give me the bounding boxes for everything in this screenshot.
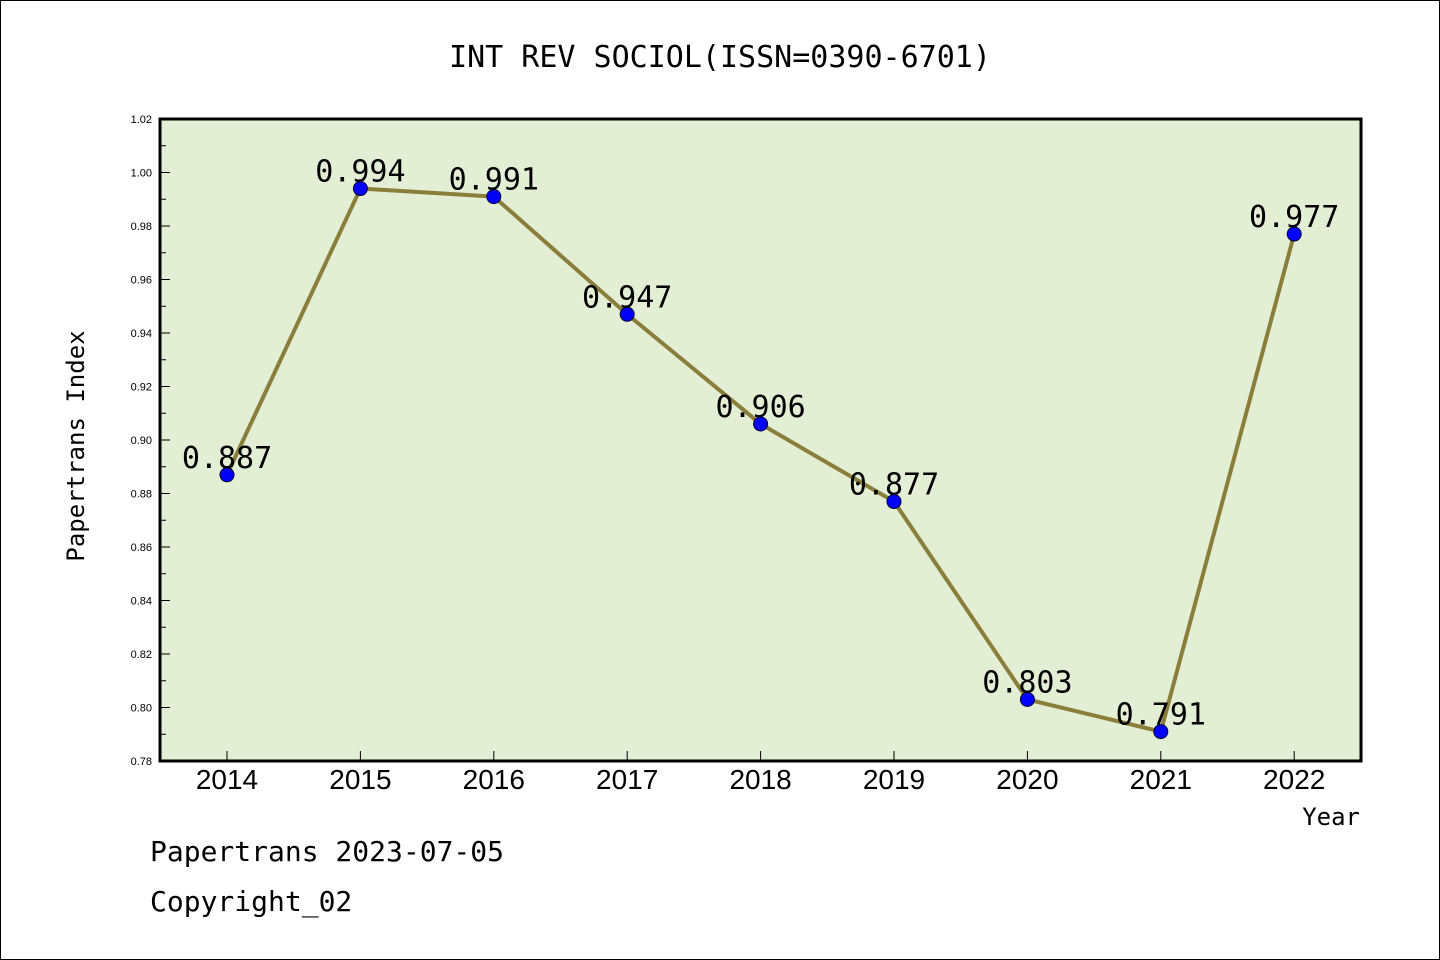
y-tick-label: 0.98 (131, 221, 152, 233)
data-label: 0.803 (982, 665, 1072, 700)
x-axis: 2014 2015 2016 2017 2018 2019 2020 2021 2022 (196, 751, 1325, 795)
data-point (1153, 724, 1169, 740)
x-axis-label: Year (1302, 803, 1360, 831)
data-point (1019, 691, 1035, 707)
y-tick-label: 1.00 (131, 168, 152, 180)
y-tick-label: 0.80 (131, 703, 152, 715)
x-tick-label: 2015 (329, 764, 391, 795)
x-tick-label: 2017 (596, 764, 658, 795)
data-label: 0.877 (849, 468, 939, 503)
data-labels: 0.887 0.994 0.991 0.947 0.906 0.877 0.803 0.791… (182, 155, 1340, 733)
y-tick-label: 0.84 (131, 596, 152, 608)
data-label: 0.947 (582, 280, 672, 315)
x-tick-label: 2016 (463, 764, 525, 795)
y-tick-label: 1.02 (131, 114, 152, 126)
x-tick-label: 2022 (1263, 764, 1325, 795)
y-tick-label: 0.78 (131, 756, 152, 768)
y-tick-label: 0.86 (131, 542, 152, 554)
y-axis-label: Papertrans Index (62, 330, 90, 561)
y-tick-label: 0.88 (131, 489, 152, 501)
series-line (219, 181, 1302, 740)
y-axis: 0.78 0.80 0.82 0.84 0.86 0.88 0.90 0.92 0.94 0.96… (131, 114, 170, 768)
data-point (886, 494, 902, 510)
footer-date: Papertrans 2023-07-05 (150, 835, 505, 868)
data-label: 0.791 (1116, 698, 1206, 733)
plot-area (160, 119, 1361, 761)
y-tick-label: 0.82 (131, 649, 152, 661)
x-tick-label: 2021 (1130, 764, 1192, 795)
data-label: 0.991 (449, 163, 539, 198)
x-tick-label: 2020 (996, 764, 1058, 795)
chart-title: INT REV SOCIOL(ISSN=0390-6701) (449, 40, 991, 75)
y-tick-label: 0.96 (131, 275, 152, 287)
y-tick-label: 0.92 (131, 382, 152, 394)
data-point (619, 306, 635, 322)
y-tick-label: 0.94 (131, 328, 152, 340)
data-point (1286, 226, 1302, 242)
data-label: 0.887 (182, 441, 272, 476)
data-point (753, 416, 769, 432)
x-tick-label: 2014 (196, 764, 258, 795)
data-label: 0.977 (1249, 200, 1339, 235)
x-tick-label: 2019 (863, 764, 925, 795)
y-tick-label: 0.90 (131, 435, 152, 447)
data-point (486, 189, 502, 205)
footer-copyright: Copyright_02 (150, 885, 353, 918)
data-label: 0.994 (315, 155, 405, 190)
data-point (219, 467, 235, 483)
data-label: 0.906 (715, 390, 805, 425)
x-tick-label: 2018 (729, 764, 791, 795)
data-point (352, 181, 368, 197)
plot-border (158, 117, 1363, 763)
